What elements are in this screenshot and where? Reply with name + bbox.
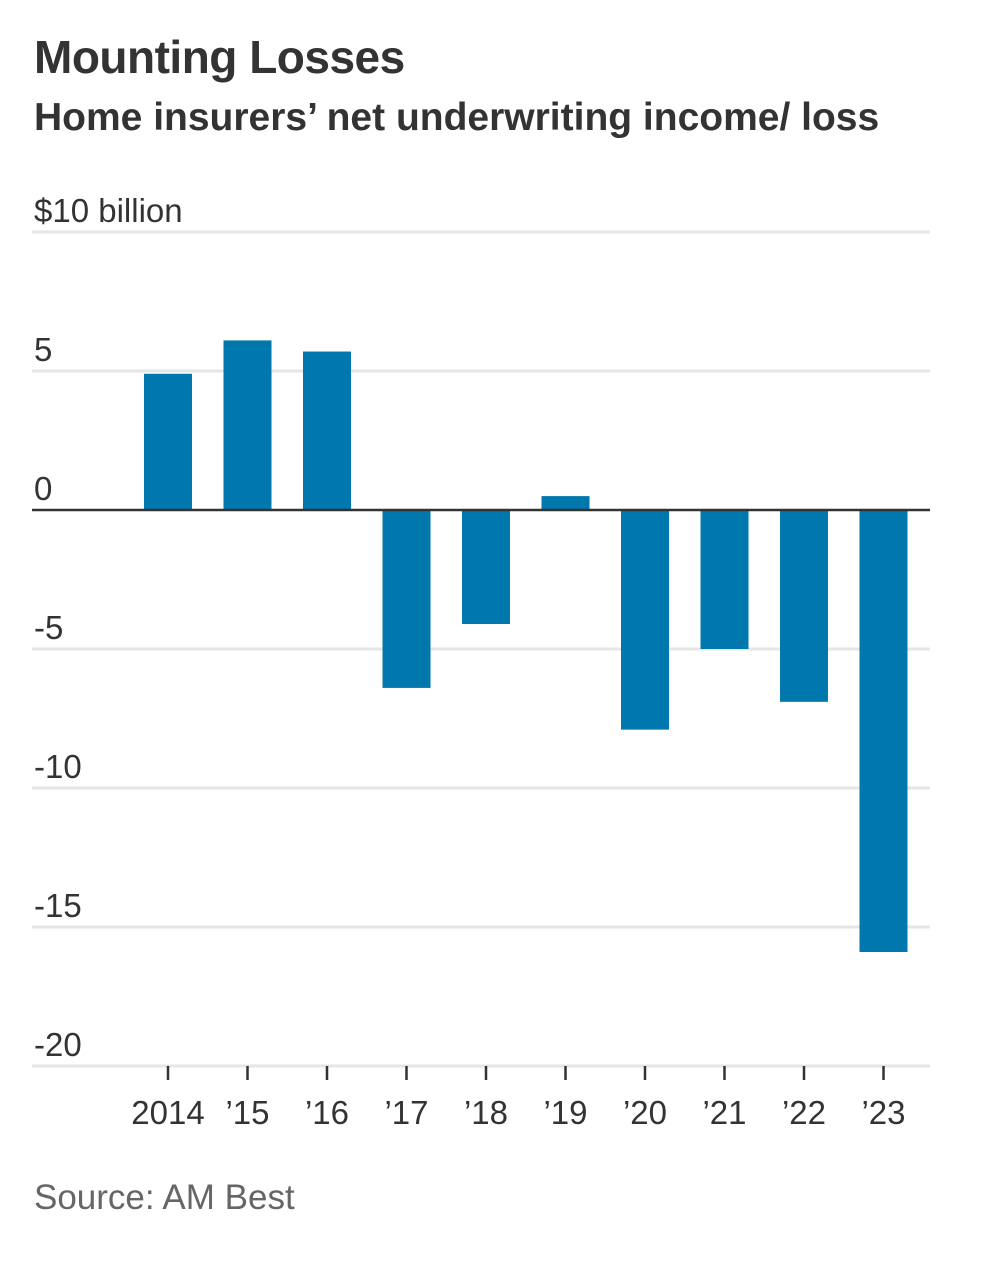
x-tick-label: 2014 — [131, 1094, 204, 1131]
bar-8 — [780, 510, 828, 702]
x-axis-labels: 2014 ’15 ’16 ’17 ’18 ’19 ’20 ’21 ’22 ’23 — [131, 1094, 905, 1131]
y-tick-label: 5 — [34, 331, 52, 368]
y-tick-label: -5 — [34, 609, 63, 646]
x-tick-label: ’17 — [384, 1094, 428, 1131]
chart-subtitle: Home insurers’ net underwriting income/ … — [34, 96, 880, 139]
y-tick-label: -15 — [34, 887, 82, 924]
x-tick-label: ’23 — [861, 1094, 905, 1131]
y-axis-labels: $10 billion 5 0 -5 -10 -15 -20 — [34, 192, 183, 1063]
x-tick-label: ’20 — [623, 1094, 667, 1131]
x-tick-label: ’18 — [464, 1094, 508, 1131]
x-tick-label: ’15 — [225, 1094, 269, 1131]
y-tick-label: 0 — [34, 470, 52, 507]
bar-5 — [541, 496, 590, 510]
y-tick-label: -20 — [34, 1026, 82, 1063]
bar-4 — [462, 510, 510, 624]
source-note: Source: AM Best — [34, 1178, 295, 1217]
y-tick-label: -10 — [34, 748, 82, 785]
bar-1 — [223, 340, 272, 510]
bar-6 — [621, 510, 669, 730]
x-tick-label: ’16 — [305, 1094, 349, 1131]
y-tick-label: $10 billion — [34, 192, 183, 229]
bars — [144, 340, 908, 953]
x-axis-ticks — [166, 1066, 885, 1080]
x-tick-label: ’21 — [702, 1094, 746, 1131]
bar-3 — [382, 510, 431, 688]
bar-chart: $10 billion 5 0 -5 -10 -15 -20 2014 ’15 ’16 ’17 ’1… — [32, 192, 930, 1131]
bar-2 — [303, 351, 351, 510]
x-tick-label: ’19 — [543, 1094, 587, 1131]
x-tick-label: ’22 — [782, 1094, 826, 1131]
chart-title: Mounting Losses — [34, 31, 405, 83]
bar-9 — [859, 510, 908, 953]
bar-7 — [700, 510, 749, 649]
bar-0 — [144, 373, 192, 510]
